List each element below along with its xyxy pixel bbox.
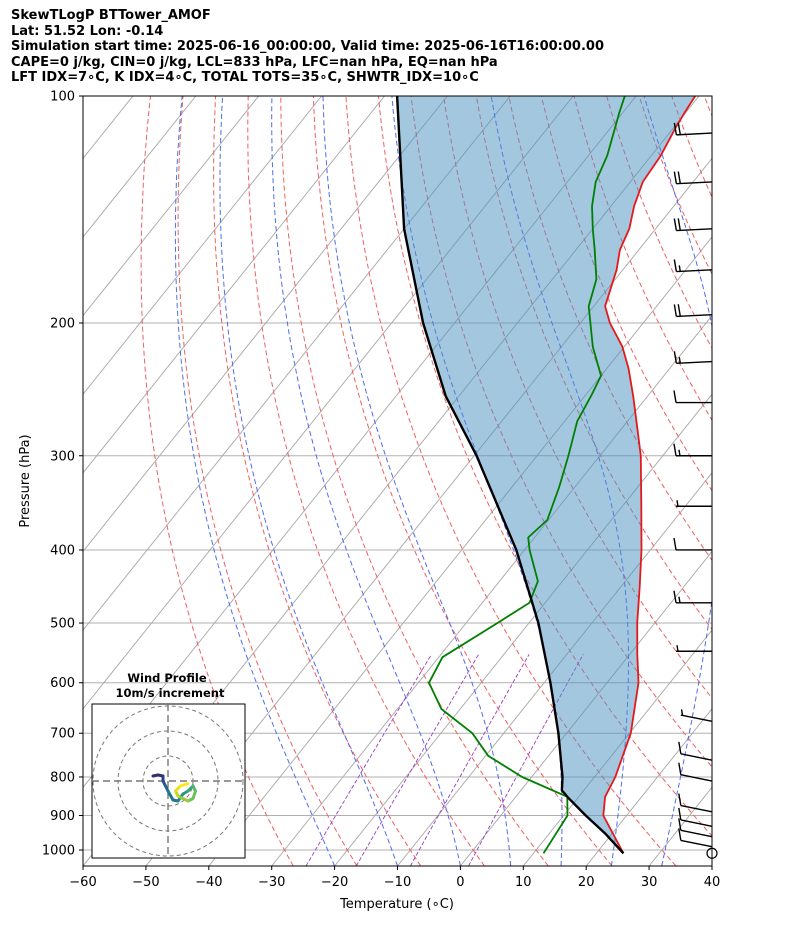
x-tick-label: 0 [456,875,464,890]
wind-barb [678,828,713,848]
isotherm-line [83,96,448,553]
dry-adiabat [140,96,294,866]
dewpoint-line [428,96,626,854]
hodograph-segment [166,789,175,802]
dry-adiabat [312,96,613,866]
moist-adiabat [271,96,461,866]
dry-adiabat [638,96,712,276]
moist-adiabat [219,96,398,866]
chart-header: SkewTLogP BTTower_AMOF Lat: 51.52 Lon: -… [11,8,604,86]
x-tick-label: −20 [321,875,348,890]
wind-barb [673,122,713,136]
wind-barb [673,351,713,365]
y-axis-label: Pressure (hPa) [18,434,33,527]
wind-barb [673,171,713,185]
isotherm-line [775,96,794,866]
wind-barb [678,818,713,838]
dry-adiabat [177,96,358,866]
y-tick-label: 400 [50,543,75,558]
isotherm-line [145,157,712,866]
y-tick-label: 300 [50,449,75,464]
isotherm-line [711,865,712,866]
wind-barb [680,709,713,723]
indices-line-1: CAPE=0 j/kg, CIN=0 j/kg, LCL=833 hPa, LF… [11,54,498,70]
moist-adiabat [322,96,512,866]
profile-lines [395,96,696,855]
isotherm-line [83,96,260,317]
wind-barb [673,218,713,232]
cin-shading [397,96,696,854]
dry-adiabat [280,96,549,866]
x-tick-label: 20 [578,875,595,890]
wind-barb [673,304,713,318]
dry-adiabat [737,96,794,866]
chart-title: SkewTLogP BTTower_AMOF [11,8,211,23]
x-tick-label: −10 [384,875,411,890]
y-tick-label: 600 [50,676,75,691]
wind-barb [673,390,712,404]
wind-barb [673,443,712,457]
time-line: Simulation start time: 2025-06-16_00:00:… [11,39,604,54]
hodograph-segment [176,794,190,803]
x-tick-label: 40 [704,875,721,890]
wind-barb [678,741,713,761]
moist-adiabat [174,96,336,866]
x-tick-label: −30 [258,875,285,890]
wind-barb [673,537,712,551]
x-tick-label: 30 [641,875,658,890]
wind-barb [678,807,713,827]
temperature-line [602,96,696,854]
wind-barb [673,590,712,604]
isotherm-line [334,393,712,866]
hodograph-title: Wind Profile [127,671,207,685]
hodograph-inset: Wind Profile 10m/s increment [91,671,246,859]
mixing-ratio-line [305,654,432,866]
wind-barb [678,762,713,782]
location-line: Lat: 51.52 Lon: -0.14 [11,23,164,39]
y-tick-label: 200 [50,316,75,331]
x-tick-label: −50 [132,875,159,890]
wind-barb [676,645,712,652]
dry-adiabat [247,96,485,866]
wind-barb [673,259,713,273]
x-tick-label: −60 [69,875,96,890]
isotherm-line [83,96,197,238]
isotherm-line [83,96,322,395]
y-tick-label: 100 [50,90,75,105]
dry-adiabat [378,96,712,837]
dry-adiabat [410,96,712,768]
dry-adiabat [671,96,712,199]
x-tick-label: 10 [515,875,532,890]
wind-barb [676,500,712,507]
wind-barb [678,793,713,813]
dry-adiabat [703,96,712,118]
isotherm-line [585,708,712,866]
indices-line-2: LFT IDX=7∘C, K IDX=4∘C, TOTAL TOTS=35∘C,… [11,70,479,85]
mixing-ratio-line [355,654,479,866]
y-tick-label: 1000 [42,844,75,859]
dry-adiabat [770,96,794,866]
y-tick-label: 800 [50,770,75,785]
isotherm-line [83,96,385,474]
y-tick-label: 900 [50,809,75,824]
x-tick-label: −40 [195,875,222,890]
hodograph-segment [179,782,190,788]
wind-barbs [673,122,718,859]
isotherm-line [648,786,712,866]
parcel-profile-line [395,96,625,855]
isotherm-line [0,96,70,866]
moist-adiabat [643,96,712,866]
x-axis-label: Temperature (∘C) [339,897,454,912]
hodograph-subtitle: 10m/s increment [116,686,225,700]
shaded-region [397,96,696,854]
y-tick-label: 700 [50,727,75,742]
mixing-ratio-line [410,654,530,866]
y-tick-label: 500 [50,617,75,632]
axis-ticks: −60 −50 −40 −30 −20 −10 0 10 20 30 40 100 200 300 400 5… [42,90,720,891]
